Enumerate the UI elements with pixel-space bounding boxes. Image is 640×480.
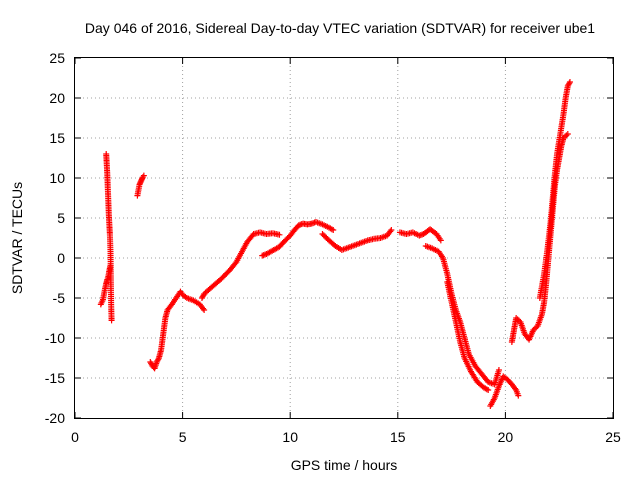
y-tick-label: 10 [49, 170, 65, 186]
data-point [495, 367, 502, 373]
data-point [515, 392, 522, 399]
data-point [566, 80, 573, 87]
y-tick-label: 25 [49, 50, 65, 66]
series-seg2 [103, 151, 115, 324]
data-point [276, 231, 283, 238]
y-axis-label: SDTVAR / TECUs [9, 182, 25, 294]
data-points [97, 79, 573, 409]
y-tick-label: -15 [45, 370, 65, 386]
x-tick-label: 20 [498, 429, 514, 445]
data-point [388, 227, 395, 233]
data-point [566, 79, 573, 85]
y-tick-labels: -20 -15 -10 -5 0 5 10 15 20 25 [45, 50, 65, 426]
data-point [232, 260, 239, 267]
x-tick-label: 0 [71, 429, 79, 445]
series-seg7 [319, 227, 395, 253]
series-seg5 [198, 229, 283, 301]
series-seg10 [444, 279, 492, 393]
y-tick-label: 0 [57, 250, 65, 266]
data-point [108, 317, 115, 324]
y-tick-label: -10 [45, 330, 65, 346]
grid [75, 58, 613, 418]
y-tick-label: 15 [49, 130, 65, 146]
x-tick-label: 25 [605, 429, 621, 445]
data-point [330, 227, 337, 233]
y-tick-label: 5 [57, 210, 65, 226]
plot-frame [74, 57, 614, 419]
data-point [201, 307, 208, 313]
series-seg3 [134, 172, 147, 199]
data-point [155, 356, 162, 363]
series-seg13 [536, 79, 573, 301]
chart-title: Day 046 of 2016, Sidereal Day-to-day VTE… [85, 20, 595, 36]
data-point [485, 387, 492, 393]
series-seg11 [487, 373, 522, 409]
series-seg8 [396, 226, 444, 244]
x-tick-labels: 0 5 10 15 20 25 [71, 429, 621, 445]
x-tick-label: 5 [179, 429, 187, 445]
y-tick-label: 20 [49, 90, 65, 106]
data-point [140, 172, 147, 179]
y-tick-label: -20 [45, 410, 65, 426]
y-tick-label: -5 [53, 290, 66, 306]
x-axis-label: GPS time / hours [291, 457, 398, 473]
x-tick-label: 15 [390, 429, 406, 445]
x-tick-label: 10 [282, 429, 298, 445]
series-seg6 [259, 219, 337, 259]
series-seg4 [147, 288, 208, 372]
data-point [564, 131, 571, 137]
data-point [437, 237, 444, 244]
